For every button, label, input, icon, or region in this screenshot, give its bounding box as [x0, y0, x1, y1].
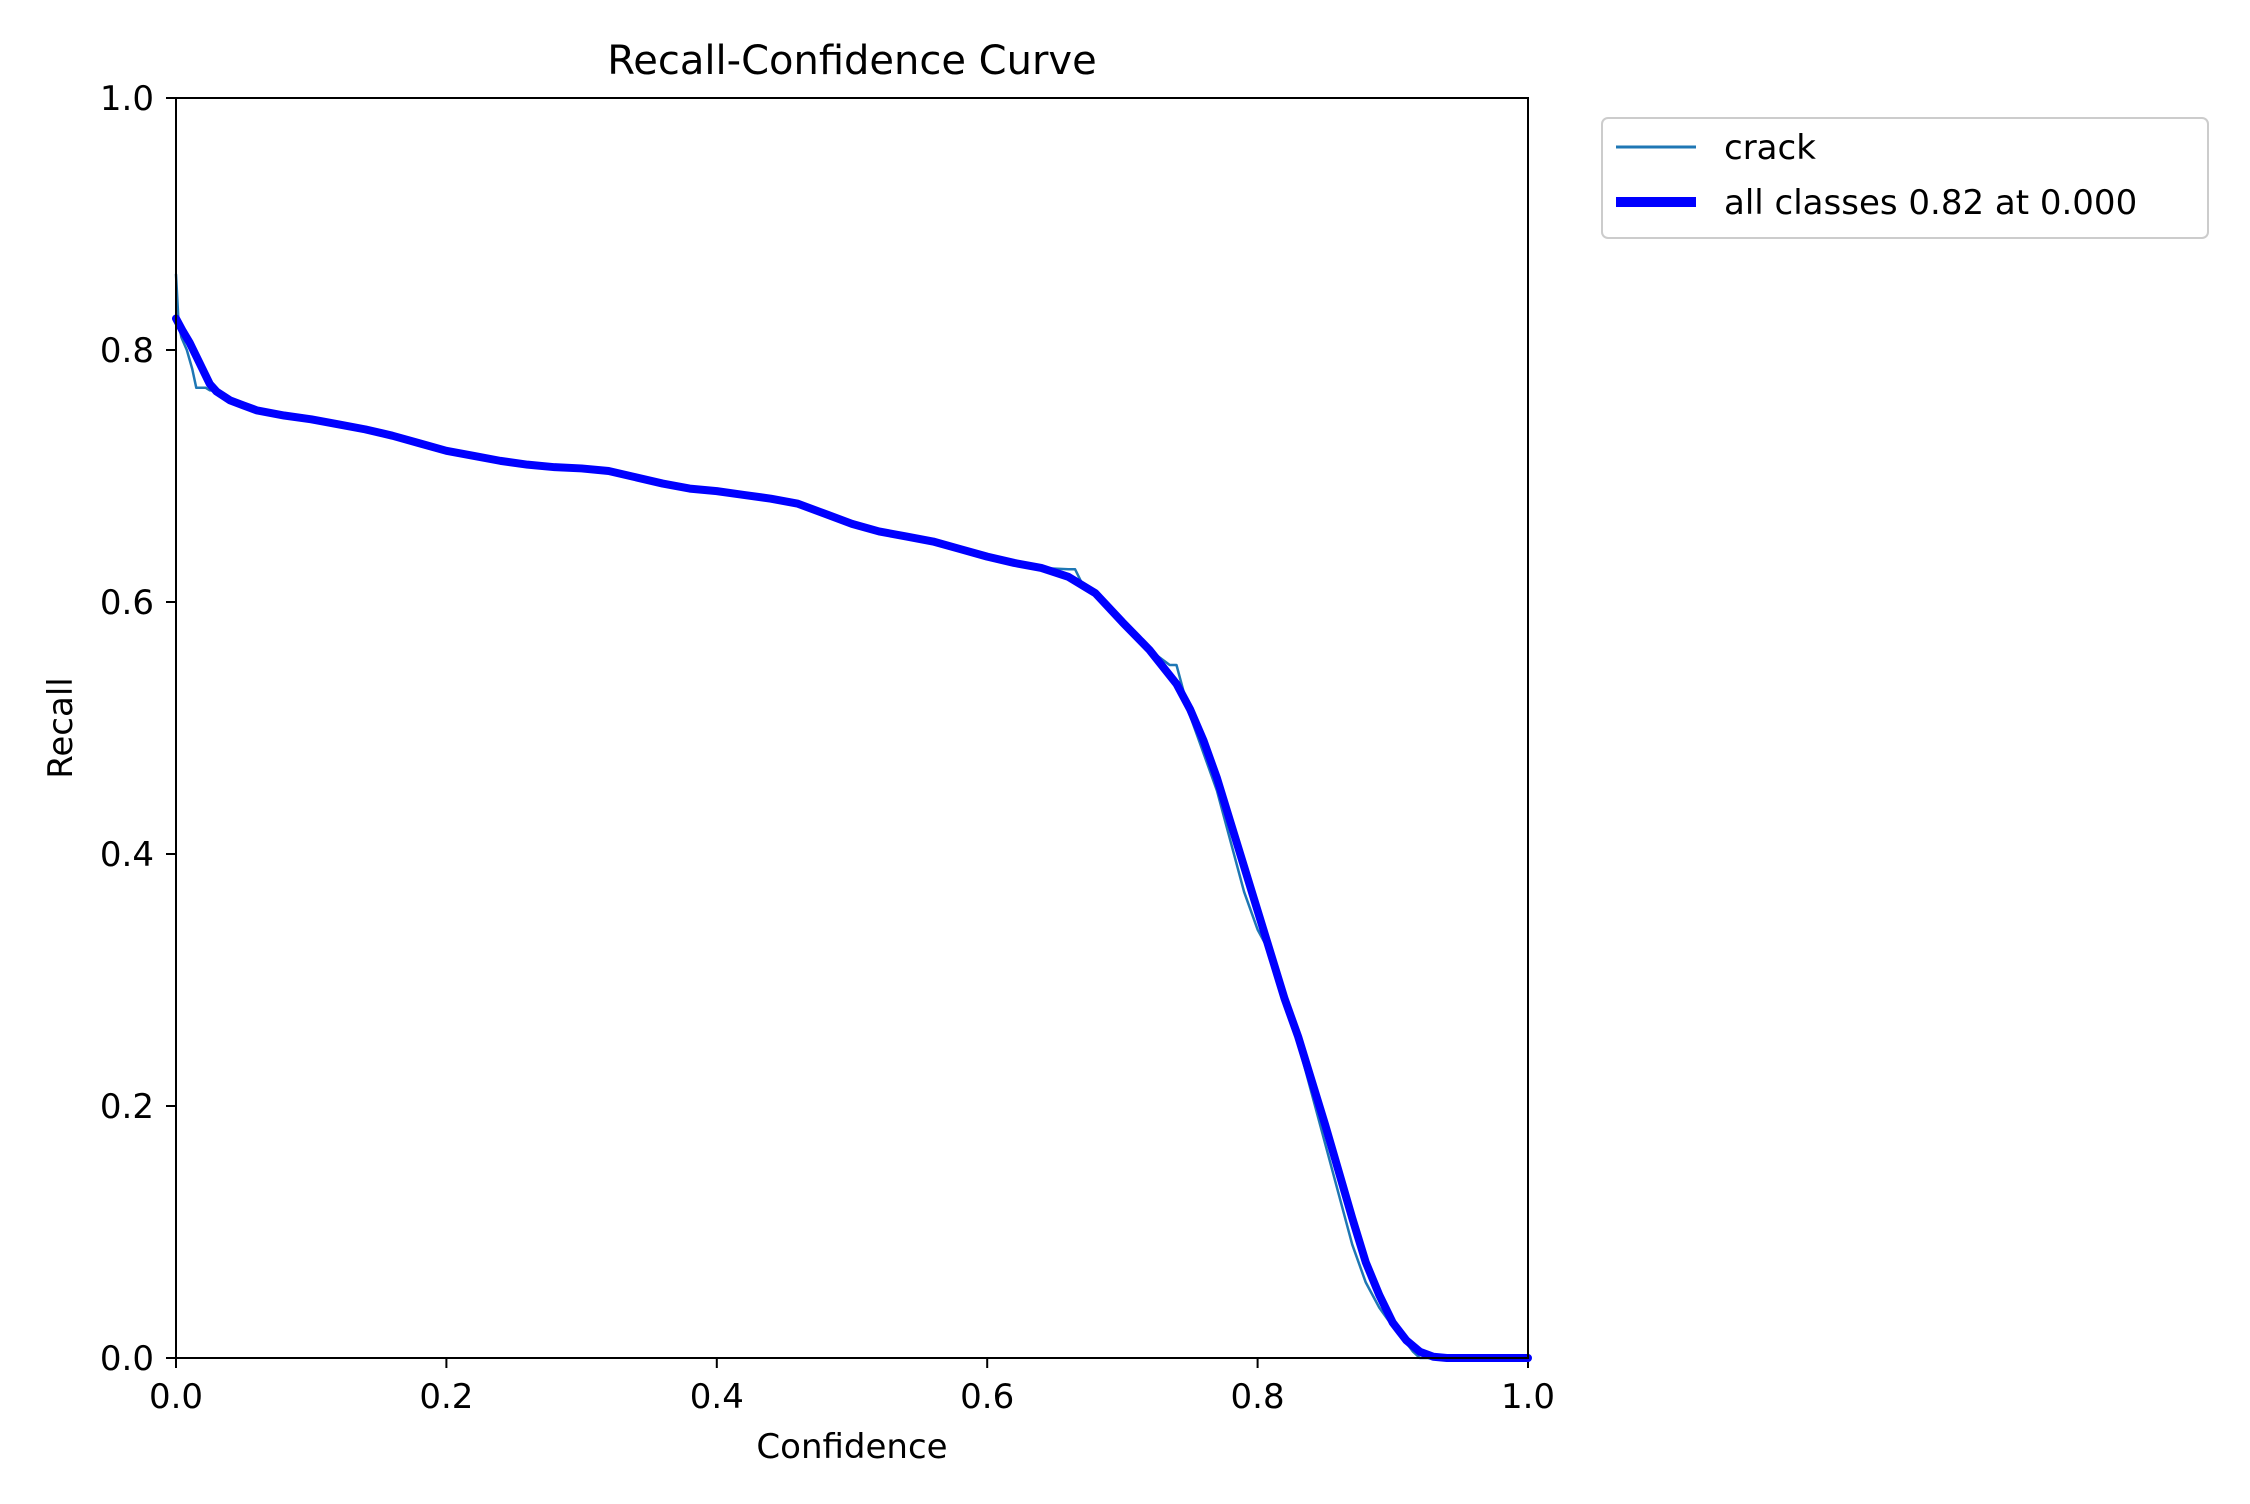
y-tick-label: 0.4 [100, 835, 154, 875]
x-tick-label: 0.6 [960, 1377, 1014, 1417]
y-tick-label: 1.0 [100, 79, 154, 119]
y-tick-label: 0.6 [100, 583, 154, 623]
x-tick-label: 0.0 [149, 1377, 203, 1417]
plot-area-border [175, 97, 1529, 1359]
legend-label-crack: crack [1724, 128, 1816, 168]
series-layer [172, 273, 1532, 1362]
x-axis-label: Confidence [756, 1427, 947, 1467]
legend-box [1601, 117, 2209, 239]
legend: crack all classes 0.82 at 0.000 [1601, 117, 2209, 239]
y-tick-label: 0.0 [100, 1339, 154, 1379]
legend-label-all-classes: all classes 0.82 at 0.000 [1724, 183, 2137, 223]
x-tick-label: 0.4 [690, 1377, 744, 1417]
x-tick-label: 0.2 [419, 1377, 473, 1417]
chart-title: Recall-Confidence Curve [607, 38, 1096, 84]
y-axis-label: Recall [41, 677, 81, 778]
y-tick-label: 0.2 [100, 1087, 154, 1127]
x-tick-label: 0.8 [1231, 1377, 1285, 1417]
ticks-layer: 0.0 0.2 0.4 0.6 0.8 1.0 0.0 0.2 0.4 0.6 0.8 1.0 [100, 79, 1555, 1417]
series-line-all-classes [172, 314, 1532, 1362]
y-tick-label: 0.8 [100, 331, 154, 371]
x-tick-label: 1.0 [1501, 1377, 1555, 1417]
